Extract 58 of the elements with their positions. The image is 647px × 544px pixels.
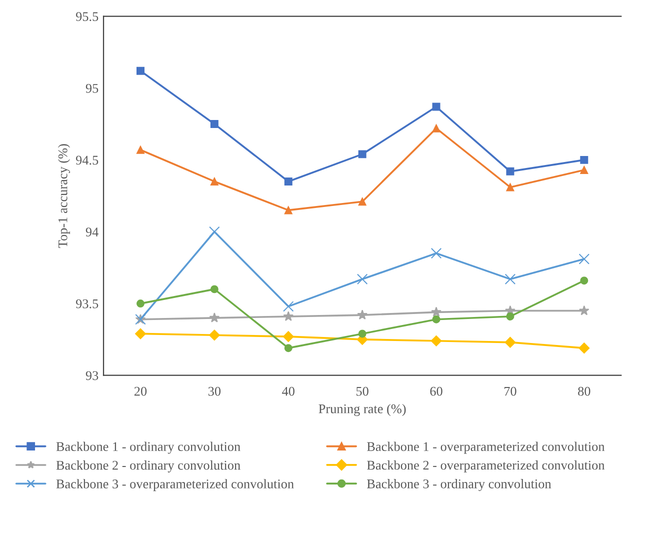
point <box>284 206 292 214</box>
legend-label: Backbone 3 - ordinary convolution <box>367 479 552 492</box>
point <box>282 331 294 342</box>
point <box>358 330 366 338</box>
point <box>210 177 218 186</box>
point <box>210 120 218 128</box>
point <box>432 102 440 111</box>
point <box>283 311 294 321</box>
y-tick-label: 95.5 <box>76 12 98 22</box>
x-axis-title: Pruning rate (%) <box>318 404 406 416</box>
y-tick-label: 93 <box>86 371 98 380</box>
point <box>504 274 516 285</box>
y-tick-label: 93.5 <box>76 299 98 308</box>
point <box>431 306 442 317</box>
legend-label: Backbone 2 - ordinary convolution <box>56 460 240 472</box>
point <box>358 150 366 158</box>
y-tick-label: 95 <box>86 84 98 93</box>
point <box>209 330 220 341</box>
point <box>432 124 440 132</box>
y-axis-title: Top-1 accuracy (%) <box>58 144 70 248</box>
y-tick-label: 94 <box>86 228 98 236</box>
point <box>580 156 588 164</box>
point <box>430 248 442 259</box>
point <box>209 312 220 322</box>
point <box>579 305 590 316</box>
point <box>210 285 218 294</box>
point <box>357 310 368 320</box>
point <box>506 167 514 176</box>
legend-label: Backbone 1 - ordinary convolution <box>56 442 240 454</box>
point <box>284 344 292 352</box>
x-tick-label: 20 <box>134 386 147 396</box>
x-tick-label: 30 <box>208 386 221 396</box>
point <box>136 66 144 75</box>
point <box>356 274 368 285</box>
point <box>136 146 144 154</box>
point <box>578 342 590 354</box>
point <box>506 183 514 192</box>
point <box>578 254 590 264</box>
point <box>430 335 442 346</box>
y-tick-label: 94.5 <box>76 156 98 165</box>
point <box>506 312 514 320</box>
point <box>504 336 516 348</box>
point <box>136 300 144 308</box>
point <box>580 276 588 285</box>
point <box>358 198 366 206</box>
point <box>432 315 440 324</box>
x-tick-label: 50 <box>356 386 368 396</box>
x-tick-label: 60 <box>430 386 442 396</box>
x-tick-label: 80 <box>578 386 590 396</box>
point <box>580 166 588 174</box>
point <box>135 328 146 340</box>
x-tick-label: 40 <box>282 386 294 396</box>
legend-label: Backbone 3 - overparameterized convolution <box>56 479 294 492</box>
legend-label: Backbone 2 - overparameterized convolution <box>367 460 605 472</box>
legend-label: Backbone 1 - overparameterized convolution <box>367 442 605 454</box>
point <box>284 177 292 186</box>
x-tick-label: 70 <box>504 386 516 396</box>
point <box>282 301 294 312</box>
